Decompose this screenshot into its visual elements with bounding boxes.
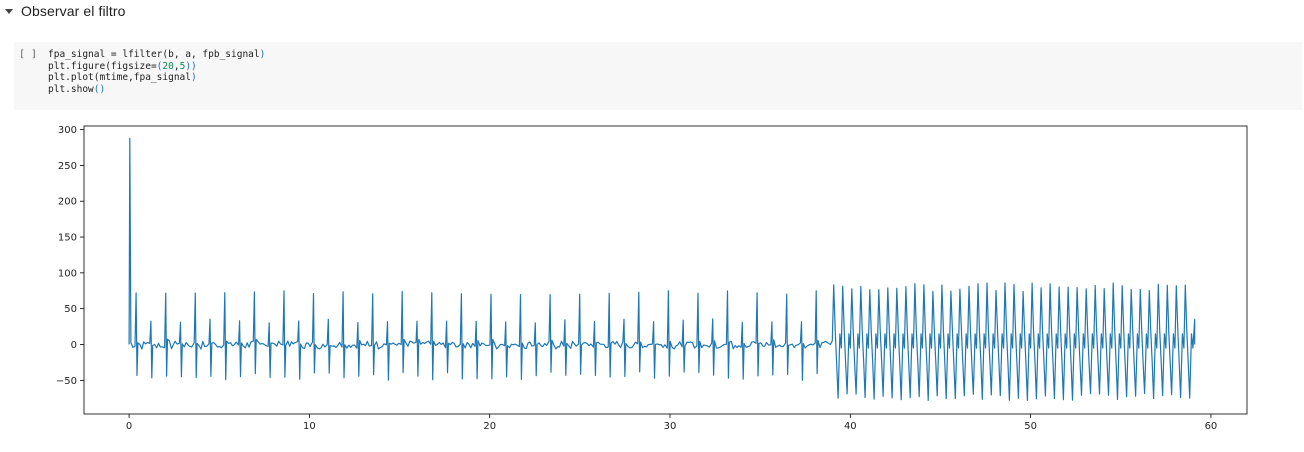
code-line: plt.plot(mtime,fpa_signal) [48,72,197,84]
x-tick-label: 0 [126,421,132,432]
x-tick-label: 40 [844,421,857,432]
code-line: plt.show() [48,83,106,95]
ecg-line-chart: 0 10 20 30 40 50 60 −50 0 50 100 150 200 250 300 [56,125,1248,432]
caret-down-icon[interactable] [5,8,13,14]
signal-line [128,137,1196,401]
section-header[interactable]: Observar el filtro [0,0,126,22]
y-tick-label: 0 [71,340,77,351]
y-tick-label: 100 [58,268,77,279]
y-tick-label: 250 [58,161,77,172]
y-tick-label: 50 [64,304,77,315]
x-tick-label: 30 [664,421,677,432]
y-tick-label: 150 [58,233,77,244]
section-title: Observar el filtro [21,3,126,19]
run-cell-button[interactable]: [ ] [19,49,38,60]
x-tick-label: 60 [1205,421,1218,432]
code-editor[interactable]: fpa_signal = lfilter(b, a, fpb_signal) p… [48,49,265,95]
y-tick-label: 200 [58,197,77,208]
code-line: fpa_signal = lfilter(b, a, fpb_signal) [48,49,266,60]
x-tick-label: 50 [1024,421,1037,432]
plot-frame [83,125,1248,415]
y-tick-label: 300 [58,125,77,136]
cell-output: 0 10 20 30 40 50 60 −50 0 50 100 150 200 250 300 [0,118,1304,447]
code-line: plt.figure(figsize=(20,5)) [48,60,197,72]
code-cell[interactable]: [ ] fpa_signal = lfilter(b, a, fpb_signa… [14,42,1302,110]
x-tick-label: 10 [303,421,316,432]
y-tick-label: −50 [56,376,77,387]
x-tick-label: 20 [483,421,496,432]
